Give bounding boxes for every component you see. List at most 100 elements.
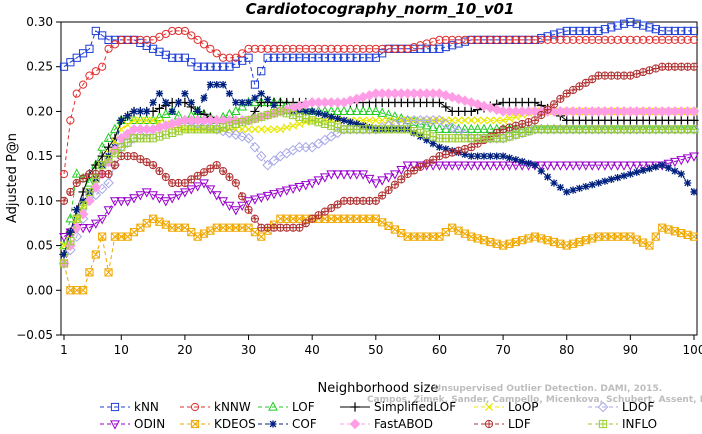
point-knn: [594, 26, 603, 36]
point-cof: [353, 120, 361, 128]
point-loop: [257, 125, 266, 134]
point-odin: [148, 191, 159, 201]
point-odin: [307, 179, 318, 189]
point-knnw: [358, 44, 368, 53]
point-simplifiedlof: [689, 115, 699, 125]
legend-item-cof: COF: [258, 417, 317, 431]
point-cof: [505, 154, 514, 162]
point-knn: [199, 62, 209, 71]
point-cof: [66, 228, 74, 236]
point-kdeos: [651, 232, 660, 241]
point-knnw: [511, 35, 520, 44]
point-loop: [149, 116, 158, 125]
point-cof: [633, 168, 641, 176]
point-ldf: [467, 143, 476, 152]
point-loop: [454, 116, 463, 125]
legend-label-odin: ODIN: [134, 417, 165, 431]
point-knnw: [168, 26, 177, 36]
point-odin: [472, 161, 483, 171]
point-knn: [619, 19, 629, 28]
point-kdeos: [645, 241, 654, 250]
point-odin: [230, 206, 241, 216]
point-knn: [218, 62, 228, 71]
point-knnw: [136, 35, 145, 44]
point-knnw: [435, 35, 444, 44]
point-cof: [257, 89, 265, 98]
point-ldf: [689, 62, 699, 71]
point-knnw: [479, 35, 489, 44]
point-knn: [339, 53, 349, 62]
point-knn: [301, 53, 310, 62]
point-knnw: [441, 35, 450, 44]
point-cof: [493, 152, 501, 160]
point-odin: [580, 161, 591, 171]
legend-marker-kdeos: [190, 419, 200, 429]
point-odin: [224, 201, 235, 211]
point-ldof: [262, 159, 273, 171]
point-odin: [288, 184, 299, 195]
point-knn: [575, 26, 584, 36]
legend-marker-knnw: [190, 402, 200, 412]
point-knn: [320, 53, 330, 62]
point-loop: [282, 123, 291, 132]
point-cof: [569, 186, 577, 194]
legend-item-odin: ODIN: [100, 417, 165, 431]
point-cof: [225, 89, 234, 98]
point-cof: [690, 188, 698, 196]
point-ldof: [446, 122, 458, 133]
point-loop: [371, 116, 380, 125]
point-odin: [358, 170, 369, 180]
point-cof: [187, 98, 195, 107]
plot-frame: [60, 21, 698, 336]
point-simplifiedlof: [441, 102, 451, 112]
point-cof: [308, 107, 316, 116]
point-lof: [383, 109, 394, 119]
point-cof: [601, 177, 609, 185]
point-odin: [689, 152, 699, 162]
point-ldf: [295, 223, 304, 232]
series-line-ldf: [63, 66, 694, 229]
point-odin: [485, 161, 496, 171]
point-knnw: [524, 35, 533, 44]
point-knnw: [518, 35, 527, 44]
point-ldof: [325, 131, 337, 142]
point-knn: [308, 53, 317, 62]
point-cof: [664, 164, 673, 172]
point-cof: [499, 152, 507, 160]
point-ldf: [416, 162, 425, 171]
x-tick-label: 70: [495, 343, 510, 357]
series-line-kdeos: [63, 218, 695, 291]
point-odin: [599, 161, 610, 171]
point-knn: [581, 26, 590, 36]
point-odin: [631, 161, 642, 171]
point-knn: [155, 47, 164, 56]
point-ldof: [268, 155, 280, 166]
point-cof: [238, 98, 246, 107]
point-loop: [378, 116, 387, 125]
point-odin: [498, 161, 509, 171]
point-knnw: [600, 35, 610, 44]
point-knn: [250, 80, 260, 89]
legend-label-lof: LOF: [292, 400, 315, 414]
point-loop: [136, 116, 145, 125]
point-cof: [645, 165, 654, 173]
point-cof: [162, 98, 170, 107]
point-knnw: [613, 35, 622, 44]
point-cof: [149, 98, 157, 107]
point-ldf: [428, 155, 438, 164]
point-ldf: [59, 196, 69, 205]
point-odin: [459, 161, 470, 171]
point-odin: [682, 154, 693, 164]
point-cof: [181, 89, 189, 98]
point-ldf: [327, 203, 336, 213]
point-odin: [237, 201, 248, 211]
point-cof: [321, 111, 329, 119]
point-odin: [173, 191, 184, 201]
point-odin: [377, 176, 388, 186]
point-knn: [78, 49, 88, 58]
point-loop: [499, 116, 508, 125]
point-loop: [441, 116, 450, 125]
point-knnw: [505, 35, 514, 44]
point-knnw: [670, 35, 680, 44]
